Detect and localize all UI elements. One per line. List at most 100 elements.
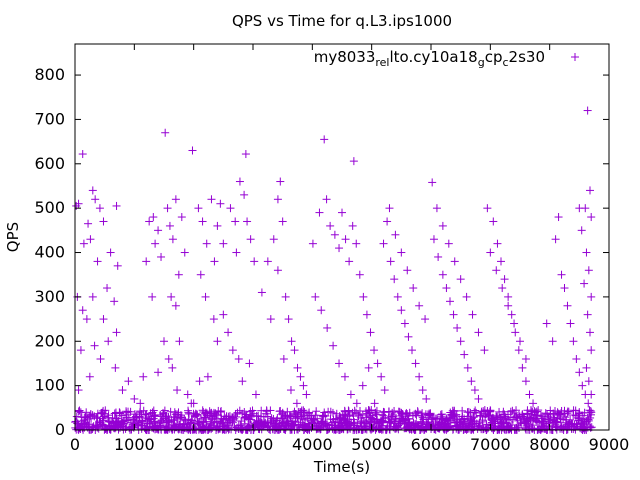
data-point [411, 359, 420, 368]
data-point [525, 390, 534, 399]
data-point [379, 239, 388, 248]
data-point [492, 266, 501, 275]
data-point [521, 355, 530, 364]
data-point [273, 195, 282, 204]
data-point [438, 270, 447, 279]
data-point [116, 423, 125, 432]
data-point [188, 146, 197, 155]
data-point [486, 248, 495, 257]
data-point [557, 270, 566, 279]
data-point [320, 135, 329, 144]
data-point [380, 408, 389, 417]
data-point [299, 381, 308, 390]
y-tick-label: 600 [34, 154, 65, 173]
data-point [151, 412, 160, 421]
data-point [352, 239, 361, 248]
data-point [475, 411, 484, 420]
data-point [542, 319, 551, 328]
data-point [150, 417, 159, 426]
data-point [93, 409, 102, 418]
data-point [404, 332, 413, 341]
x-tick-label: 4000 [292, 435, 333, 454]
data-point [370, 399, 379, 408]
data-point [85, 420, 94, 429]
data-point [403, 266, 412, 275]
data-point [580, 279, 589, 288]
data-point [285, 411, 294, 420]
data-point [177, 213, 186, 222]
data-point [477, 407, 486, 416]
data-point [577, 226, 586, 235]
data-point [103, 284, 112, 293]
data-point [566, 319, 575, 328]
data-point [138, 418, 147, 427]
data-point [504, 301, 513, 310]
data-point [74, 386, 83, 395]
data-point [489, 217, 498, 226]
data-point [246, 235, 255, 244]
data-point [370, 346, 379, 355]
data-point [104, 337, 113, 346]
data-point [493, 239, 502, 248]
data-point [99, 217, 108, 226]
data-point [587, 292, 596, 301]
data-point [205, 407, 214, 416]
data-point [126, 407, 135, 416]
data-point [408, 346, 417, 355]
data-point [490, 417, 499, 426]
data-point [437, 410, 446, 419]
data-point [250, 257, 259, 266]
data-point [168, 363, 177, 372]
y-tick-label: 100 [34, 376, 65, 395]
data-point [388, 408, 397, 417]
data-point [442, 284, 451, 293]
data-point [100, 409, 109, 418]
data-point [184, 408, 193, 417]
data-point [225, 424, 234, 433]
data-point [445, 297, 454, 306]
data-point [273, 266, 282, 275]
legend: my8033rellto.cy10a18gcpc2s30 [314, 48, 579, 69]
data-point [219, 239, 228, 248]
data-point [142, 257, 151, 266]
data-point [434, 252, 443, 261]
data-point [243, 217, 252, 226]
data-point [578, 381, 587, 390]
data-point [286, 386, 295, 395]
data-point [160, 406, 169, 415]
data-point [377, 372, 386, 381]
data-point [463, 363, 472, 372]
data-point [340, 372, 349, 381]
data-point [263, 257, 272, 266]
data-point [201, 292, 210, 301]
legend-marker-glyph [571, 53, 579, 61]
data-point [266, 406, 275, 415]
legend-marker [571, 53, 579, 61]
data-point [312, 407, 321, 416]
data-point [88, 186, 97, 195]
data-point [116, 409, 125, 418]
data-point [584, 415, 593, 424]
data-point [554, 213, 563, 222]
data-point [345, 257, 354, 266]
data-point [369, 414, 378, 423]
data-point [230, 414, 239, 423]
data-point [72, 412, 81, 421]
data-point [338, 208, 346, 217]
x-tick-label: 6000 [411, 435, 452, 454]
data-point [358, 381, 367, 390]
data-point [326, 221, 335, 230]
data-point [245, 359, 254, 368]
data-point [161, 128, 170, 137]
x-tick-label: 1000 [114, 435, 155, 454]
data-point [88, 292, 97, 301]
data-point [183, 390, 192, 399]
data-point [284, 315, 293, 324]
data-point [139, 372, 148, 381]
data-point [195, 377, 204, 386]
data-point [474, 328, 483, 337]
data-point [173, 386, 182, 395]
data-point [390, 406, 399, 415]
data-point [572, 355, 581, 364]
data-point [154, 226, 163, 235]
